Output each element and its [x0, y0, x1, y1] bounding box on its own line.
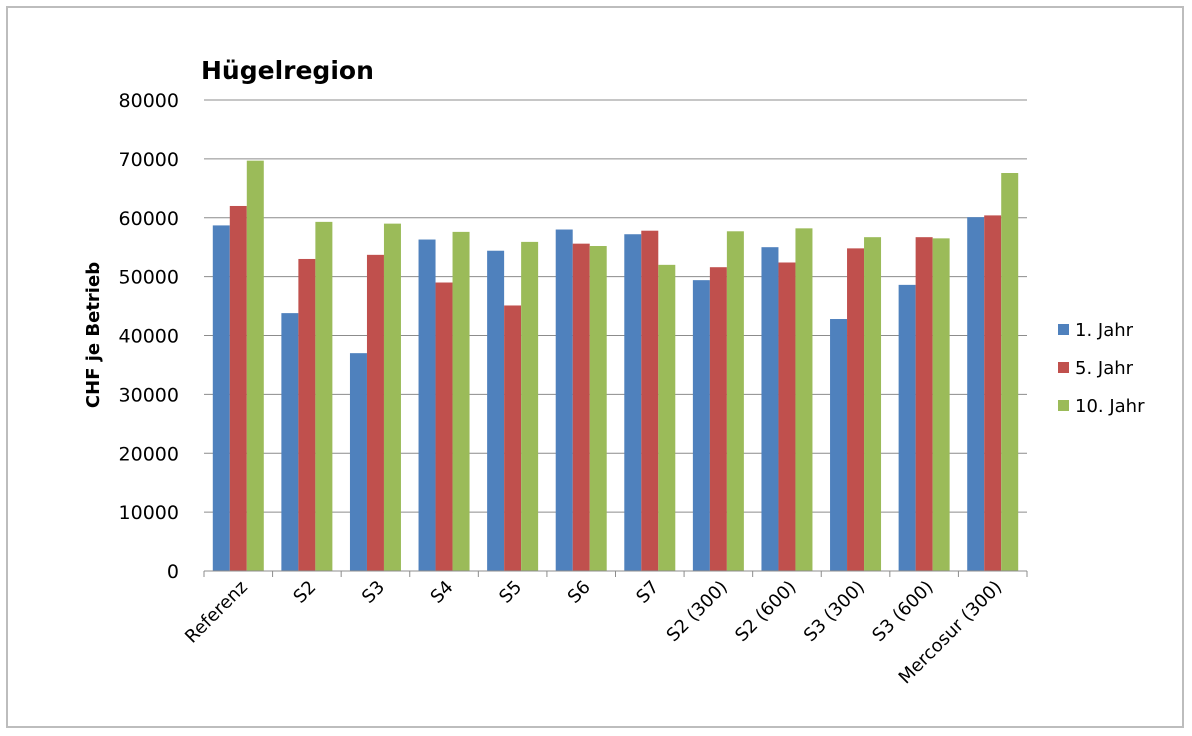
bar [932, 238, 950, 571]
bar [898, 284, 916, 571]
bar [504, 305, 522, 571]
y-tick-label: 30000 [119, 384, 179, 406]
bar [830, 319, 848, 571]
bar [1001, 173, 1019, 571]
x-category-labels: Referenz S2 S3 S4 S5 S6 S7 S2 (300) S2 (600) S3 (… [181, 577, 1006, 689]
bar [847, 248, 865, 572]
x-category-label: S2 (600) [731, 577, 800, 646]
y-tick-label: 10000 [119, 502, 179, 524]
x-category-label: S4 [427, 577, 458, 608]
bar [435, 282, 453, 571]
y-tick-label: 50000 [119, 267, 179, 289]
bar [212, 225, 230, 571]
bar [589, 246, 607, 571]
bar [726, 231, 744, 571]
bar [778, 262, 796, 571]
bar [864, 237, 882, 571]
y-tick-label: 20000 [119, 443, 179, 465]
x-category-label: S6 [564, 577, 595, 608]
bar [967, 217, 985, 571]
gridlines [204, 99, 1027, 513]
y-tick-label: 70000 [119, 149, 179, 171]
x-category-label: S3 (300) [800, 577, 869, 646]
bar [761, 247, 779, 571]
bar [555, 229, 573, 571]
x-category-label: S2 [289, 577, 320, 608]
x-category-label: Referenz [181, 577, 252, 648]
chart-frame [6, 6, 1184, 728]
y-tick-label: 40000 [119, 326, 179, 348]
x-category-label: S5 [495, 577, 526, 608]
bar [984, 215, 1002, 571]
bar [915, 237, 933, 571]
bar [246, 160, 264, 572]
bar [315, 221, 333, 571]
legend-swatch [1058, 400, 1069, 411]
chart-title: Hügelregion [201, 56, 374, 85]
bar [641, 230, 659, 571]
x-category-label: S3 (600) [868, 577, 937, 646]
y-tick-label: 60000 [119, 208, 179, 230]
bar [281, 313, 299, 571]
bar [298, 258, 316, 571]
legend-swatch [1058, 324, 1069, 335]
legend-label: 10. Jahr [1075, 396, 1145, 417]
y-tick-label: 80000 [119, 90, 179, 112]
bar [692, 280, 710, 571]
bar [366, 254, 384, 571]
x-category-label: S7 [632, 577, 663, 608]
bar [709, 267, 727, 571]
bar [624, 234, 642, 572]
x-category-label: S2 (300) [663, 577, 732, 646]
bar [418, 239, 436, 571]
bar [452, 231, 470, 571]
bars [203, 160, 1028, 577]
legend-label: 1. Jahr [1075, 320, 1134, 341]
bar [572, 243, 590, 571]
bar [349, 353, 367, 571]
x-category-label: S3 [358, 577, 389, 608]
legend: 1. Jahr 5. Jahr 10. Jahr [1058, 320, 1145, 417]
bar [795, 228, 813, 571]
legend-label: 5. Jahr [1075, 358, 1134, 379]
bar [487, 250, 505, 571]
bar [383, 223, 401, 571]
y-axis-label: CHF je Betrieb [83, 262, 104, 408]
y-tick-label: 0 [167, 561, 179, 583]
y-tick-labels: 0 10000 20000 30000 40000 50000 60000 70000 8000… [119, 90, 179, 583]
bar [658, 264, 676, 571]
legend-swatch [1058, 362, 1069, 373]
bar [229, 205, 247, 571]
bar [521, 241, 539, 572]
